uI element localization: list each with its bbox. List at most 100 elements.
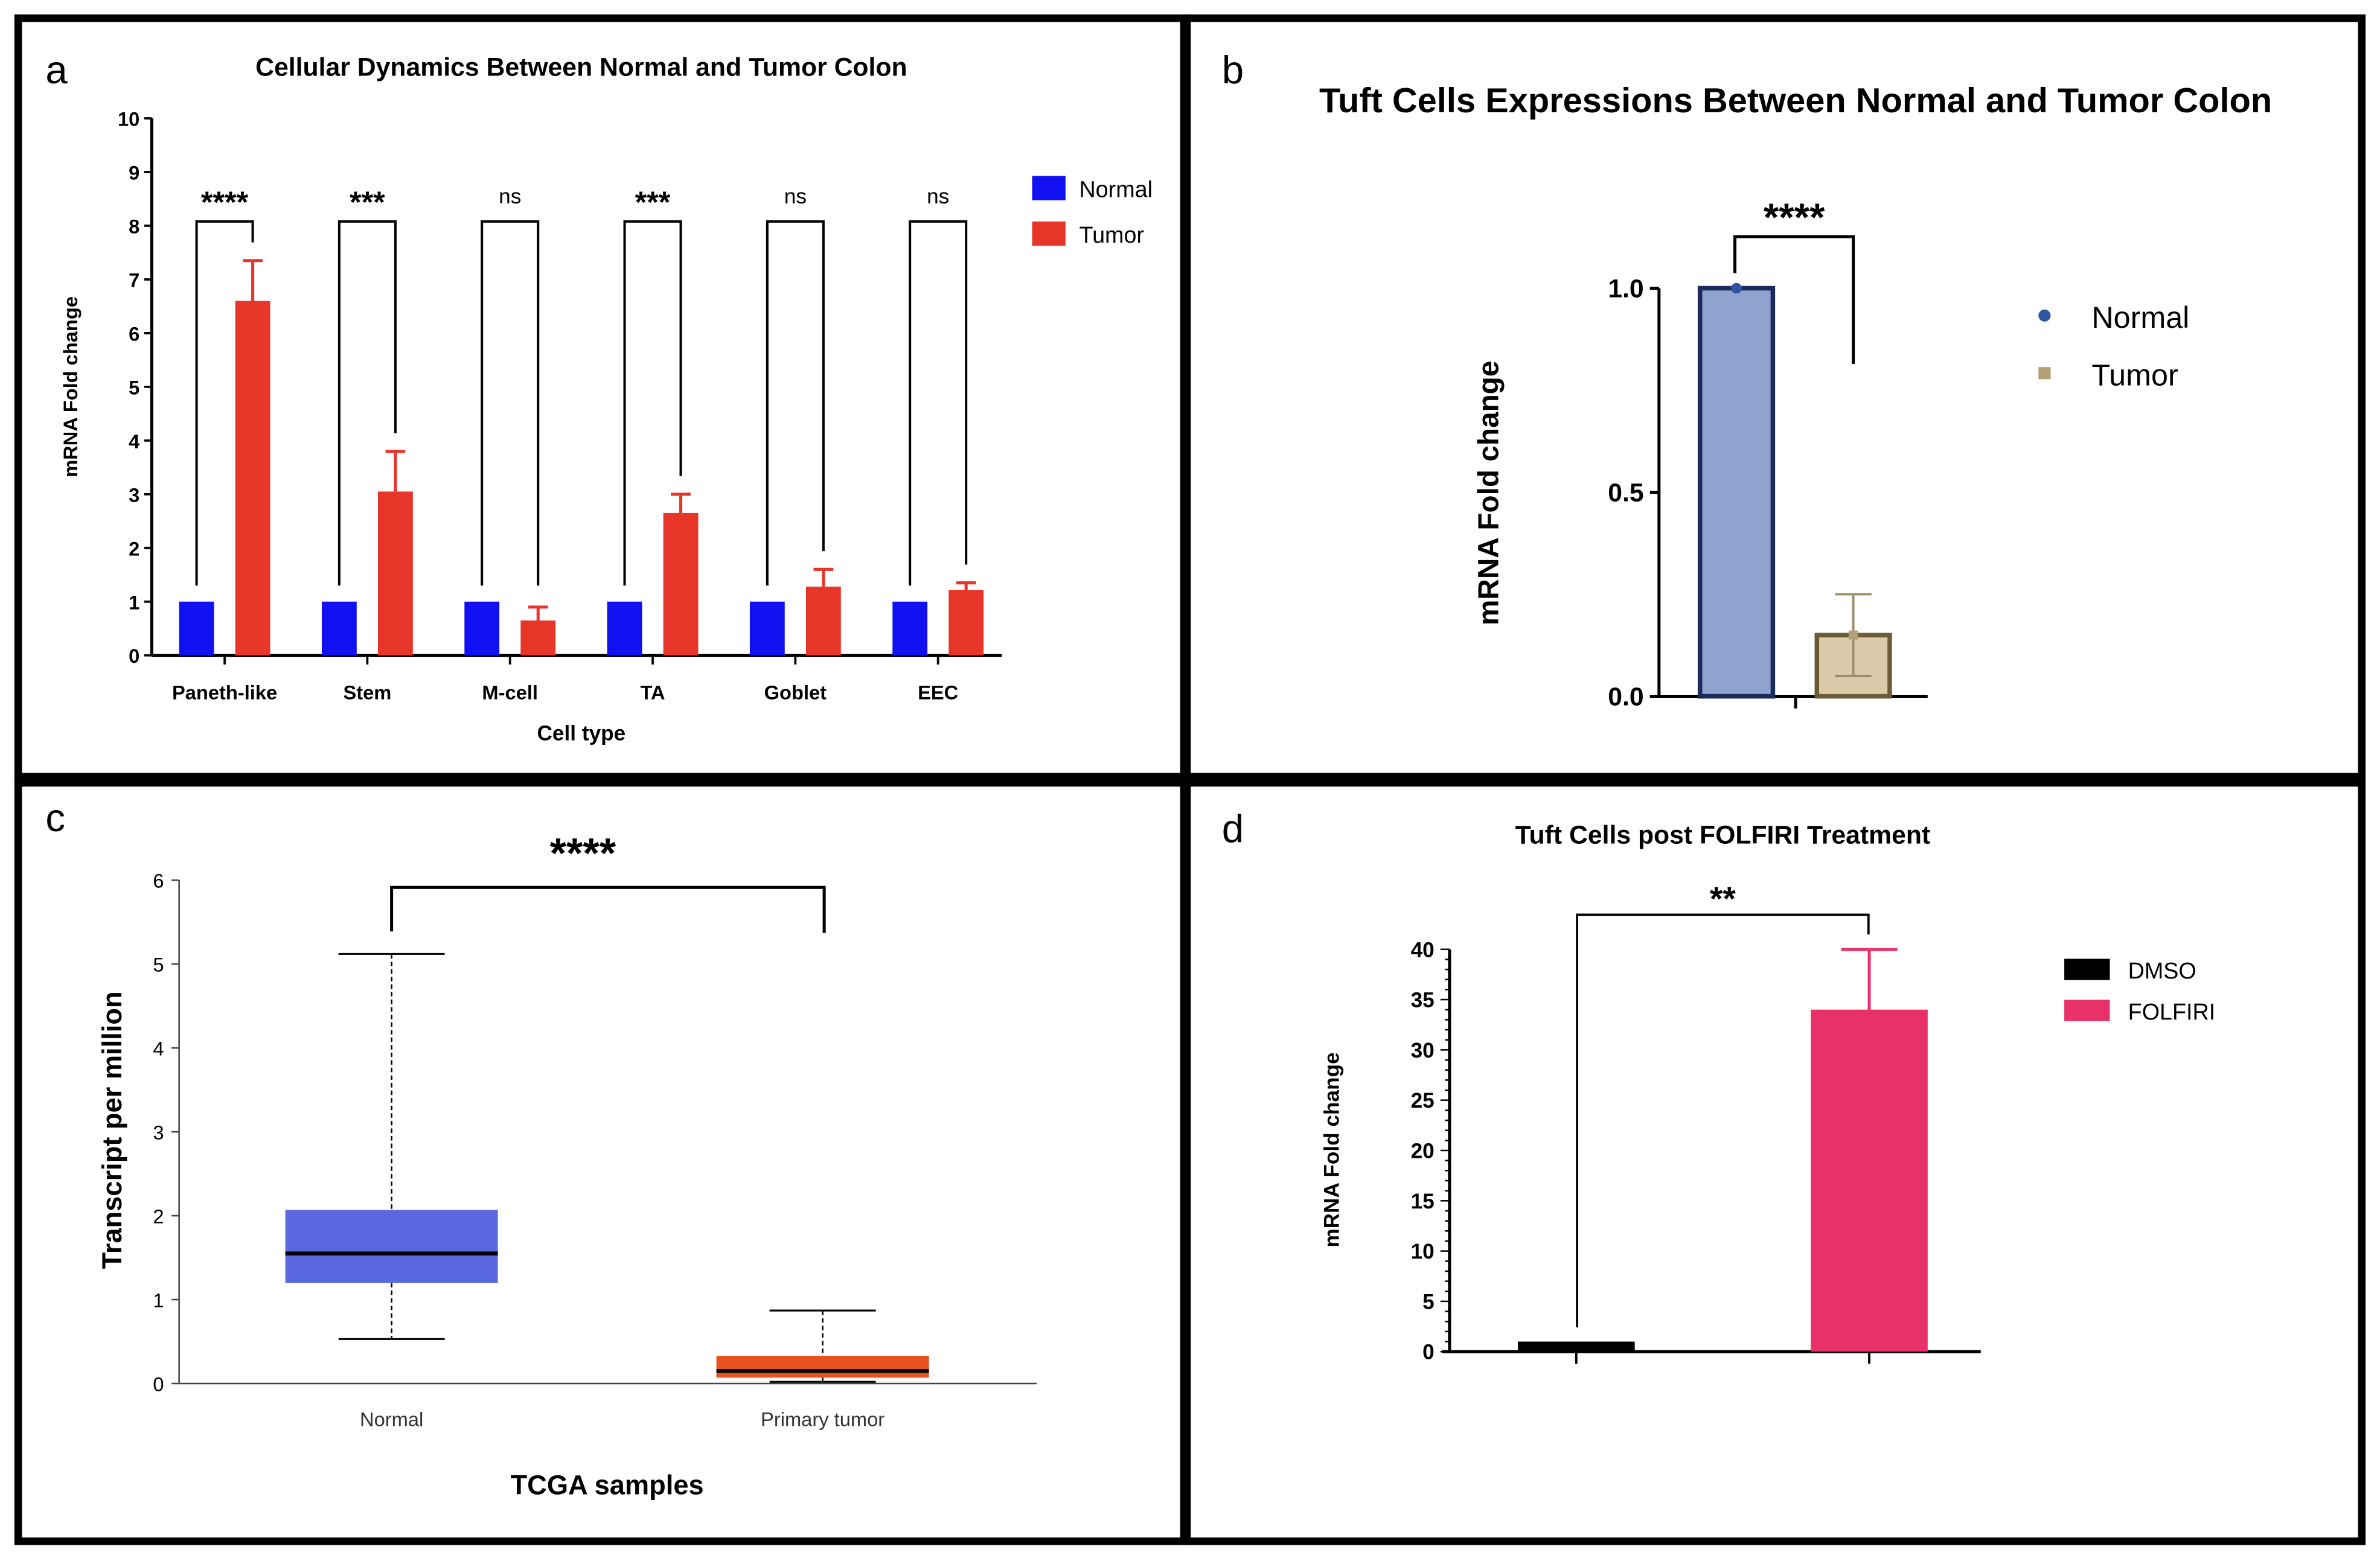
y-tick-label: 0.5 — [1608, 479, 1643, 508]
y-tick-label: 30 — [1411, 1039, 1435, 1062]
y-tick-label: 6 — [153, 870, 164, 892]
y-tick-label: 0 — [1422, 1341, 1435, 1364]
legend-label-normal: Normal — [1079, 177, 1152, 202]
panel-d: d Tuft Cells post FOLFIRI Treatment mRNA… — [1222, 806, 2215, 1364]
panel-c-xlabel: TCGA samples — [511, 1469, 704, 1500]
legend-swatch-normal — [1032, 176, 1066, 200]
significance-label: *** — [635, 185, 671, 219]
panel-b-ylabel: mRNA Fold change — [1473, 360, 1505, 625]
panel-c-label: c — [45, 796, 65, 840]
x-tick-label: TA — [640, 682, 665, 704]
y-tick-label: 10 — [118, 108, 139, 130]
y-tick-label: 5 — [1422, 1290, 1435, 1314]
significance-label: **** — [201, 185, 249, 219]
bar-tumor — [948, 590, 984, 656]
panel-d-border — [1183, 779, 2366, 1545]
panel-a-xlabel: Cell type — [537, 721, 626, 745]
legend-swatch-dmso — [2064, 959, 2110, 980]
significance-label: ns — [784, 185, 807, 208]
significance-bracket — [195, 220, 254, 586]
box-0 — [285, 1210, 498, 1283]
x-tick-label: M-cell — [482, 682, 538, 704]
significance-label: **** — [1764, 195, 1825, 239]
y-tick-label: 3 — [129, 484, 139, 506]
panel-d-ylabel: mRNA Fold change — [1320, 1052, 1343, 1247]
y-tick-label: 4 — [129, 430, 139, 452]
bar-normal — [1697, 286, 1776, 699]
y-tick-label: 5 — [129, 376, 139, 398]
x-tick-label: Primary tumor — [761, 1408, 885, 1430]
y-tick-label: 2 — [129, 537, 139, 560]
legend-label-tumor: Tumor — [1079, 222, 1144, 247]
y-tick-label: 25 — [1411, 1089, 1435, 1112]
bar-dmso — [1518, 1341, 1635, 1352]
panel-d-title: Tuft Cells post FOLFIRI Treatment — [1515, 820, 1931, 849]
bar-normal — [321, 601, 357, 656]
significance-bracket — [337, 220, 397, 586]
bar-folfiri — [1811, 1009, 1928, 1352]
bar-tumor — [663, 512, 699, 656]
panel-a-title: Cellular Dynamics Between Normal and Tum… — [255, 53, 907, 82]
bar-tumor — [805, 586, 841, 656]
panel-borders — [14, 14, 2366, 1545]
box-1 — [716, 1356, 929, 1378]
legend-swatch-tumor — [1032, 221, 1066, 246]
bar-normal — [749, 601, 785, 656]
y-tick-label: 5 — [153, 954, 164, 976]
data-point — [1849, 630, 1858, 640]
panel-a-ylabel: mRNA Fold change — [59, 296, 82, 477]
significance-label: ns — [927, 185, 949, 208]
y-tick-label: 40 — [1411, 938, 1435, 962]
legend-marker-normal — [2038, 309, 2051, 322]
bar-normal — [179, 601, 214, 656]
bar-tumor — [520, 620, 556, 656]
legend-label-dmso: DMSO — [2128, 958, 2196, 983]
y-tick-label: 8 — [129, 215, 139, 238]
y-tick-label: 1.0 — [1608, 275, 1643, 304]
panel-c-ylabel: Transcript per million — [97, 991, 127, 1269]
bar-tumor — [377, 491, 413, 656]
y-tick-label: 6 — [129, 322, 139, 345]
y-tick-label: 15 — [1411, 1190, 1435, 1213]
y-tick-label: 7 — [129, 269, 139, 291]
panel-b-border — [1183, 14, 2366, 780]
legend-label-tumor: Tumor — [2091, 357, 2178, 392]
significance-bracket — [1576, 913, 1870, 1327]
bar-tumor — [235, 301, 270, 656]
y-tick-label: 9 — [129, 162, 139, 184]
y-tick-label: 4 — [153, 1038, 164, 1060]
bar-normal — [464, 601, 500, 656]
bar-normal — [607, 601, 642, 656]
y-tick-label: 10 — [1411, 1240, 1435, 1263]
panel-b-label: b — [1222, 48, 1244, 92]
legend-swatch-folfiri — [2064, 1000, 2110, 1021]
x-tick-label: Stem — [343, 682, 391, 704]
significance-label: **** — [550, 829, 616, 877]
x-tick-label: Goblet — [764, 682, 827, 704]
significance-bracket — [390, 886, 826, 933]
panel-d-label: d — [1222, 806, 1244, 851]
y-tick-label: 35 — [1411, 989, 1435, 1012]
y-tick-label: 0 — [129, 645, 139, 667]
panel-a-label: a — [45, 48, 68, 92]
y-tick-label: 2 — [153, 1205, 164, 1228]
y-tick-label: 20 — [1411, 1140, 1435, 1163]
x-tick-label: Normal — [360, 1408, 423, 1430]
panel-b: b Tuft Cells Expressions Between Normal … — [1222, 48, 2272, 711]
y-tick-label: 1 — [129, 591, 139, 613]
significance-bracket — [766, 220, 825, 586]
significance-bracket — [909, 220, 968, 586]
panel-a: a Cellular Dynamics Between Normal and T… — [45, 48, 1153, 745]
significance-label: ** — [1710, 880, 1736, 918]
legend-marker-tumor — [2038, 367, 2051, 380]
y-tick-label: 0 — [153, 1373, 164, 1396]
x-tick-label: Paneth-like — [172, 682, 277, 704]
y-tick-label: 3 — [153, 1122, 164, 1144]
bar-normal — [892, 601, 928, 656]
significance-label: ns — [499, 185, 521, 208]
panel-b-title: Tuft Cells Expressions Between Normal an… — [1319, 81, 2272, 120]
significance-bracket — [481, 220, 540, 586]
significance-label: *** — [350, 185, 385, 219]
y-tick-label: 0.0 — [1608, 683, 1643, 712]
